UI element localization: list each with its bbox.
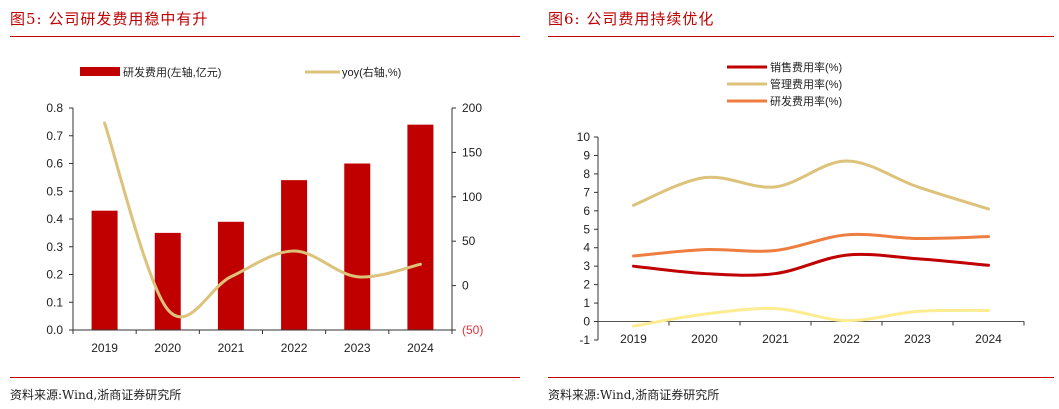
left-y-tick-label: 0.1 — [46, 295, 63, 309]
left-y-tick-label: 0.3 — [46, 240, 63, 254]
legend-label-admin-ratio-line: 管理费用率(%) — [770, 77, 842, 91]
x-tick-label-2019: 2019 — [91, 341, 118, 355]
left-y-tick-label: 0.4 — [46, 212, 63, 226]
bar-2024 — [407, 124, 434, 331]
legend-label-yoy: yoy(右轴,%) — [342, 65, 401, 79]
left-source-rule — [10, 377, 520, 378]
right-y-tick-label: 0 — [462, 279, 469, 293]
x-tick-label-2024: 2024 — [975, 332, 1002, 346]
left-y-tick-label: 0.5 — [46, 184, 63, 198]
legend-label-rnd-ratio-line: 研发费用率(%) — [770, 94, 842, 108]
y-tick-label: 7 — [583, 185, 590, 199]
bar-2019 — [91, 210, 118, 330]
x-tick-label-2021: 2021 — [762, 332, 789, 346]
x-tick-label-2022: 2022 — [281, 341, 308, 355]
y-tick-label: 0 — [583, 315, 590, 329]
x-tick-label-2024: 2024 — [407, 341, 434, 355]
left-title-rule — [10, 36, 520, 37]
x-tick-label-2020: 2020 — [154, 341, 181, 355]
right-y-tick-label: 150 — [462, 145, 482, 159]
y-tick-label: 2 — [583, 278, 590, 292]
y-tick-label: 8 — [583, 167, 590, 181]
other-ratio-line — [632, 306, 990, 328]
x-tick-label-2021: 2021 — [218, 341, 245, 355]
yoy-line — [103, 121, 422, 319]
x-tick-label-2020: 2020 — [691, 332, 718, 346]
y-tick-label: 3 — [583, 259, 590, 273]
right-source-rule — [548, 377, 1054, 378]
x-tick-label-2019: 2019 — [620, 332, 647, 346]
x-tick-label-2023: 2023 — [344, 341, 371, 355]
legend-label-sales-ratio-line: 销售费用率(%) — [770, 60, 842, 74]
left-y-tick-label: 0.6 — [46, 157, 63, 171]
x-tick-label-2022: 2022 — [833, 332, 860, 346]
y-tick-label: 5 — [583, 222, 590, 236]
right-source-note: 资料来源:Wind,浙商证券研究所 — [548, 388, 720, 402]
left-y-tick-label: 0.0 — [46, 323, 63, 337]
rnd-ratio-line — [632, 232, 990, 258]
y-tick-label: 1 — [583, 296, 590, 310]
legend-label-rnd-expense: 研发费用(左轴,亿元) — [123, 65, 221, 79]
legend-bar-swatch — [80, 67, 120, 76]
right-y-tick-label: 50 — [462, 234, 476, 248]
y-tick-label: 10 — [577, 130, 591, 144]
right-y-tick-label: 100 — [462, 190, 482, 204]
bar-2022 — [281, 180, 308, 330]
sales-ratio-line — [632, 252, 990, 277]
left-figure-title: 图5: 公司研发费用稳中有升 — [10, 10, 209, 28]
right-y-tick-label: (50) — [462, 323, 483, 337]
y-tick-label: 9 — [583, 148, 590, 162]
admin-ratio-line — [632, 159, 990, 211]
x-tick-label-2023: 2023 — [904, 332, 931, 346]
right-y-tick-label: 200 — [462, 101, 482, 115]
bar-2020 — [154, 232, 181, 330]
y-tick-label: 4 — [583, 241, 590, 255]
left-y-tick-label: 0.7 — [46, 129, 63, 143]
left-y-tick-label: 0.2 — [46, 268, 63, 282]
y-tick-label: 6 — [583, 204, 590, 218]
y-tick-label: -1 — [579, 333, 590, 347]
right-title-rule — [548, 36, 1054, 37]
bar-2023 — [344, 163, 371, 330]
left-source-note: 资料来源:Wind,浙商证券研究所 — [10, 388, 182, 402]
right-figure-title: 图6: 公司费用持续优化 — [548, 10, 715, 28]
left-y-tick-label: 0.8 — [46, 101, 63, 115]
